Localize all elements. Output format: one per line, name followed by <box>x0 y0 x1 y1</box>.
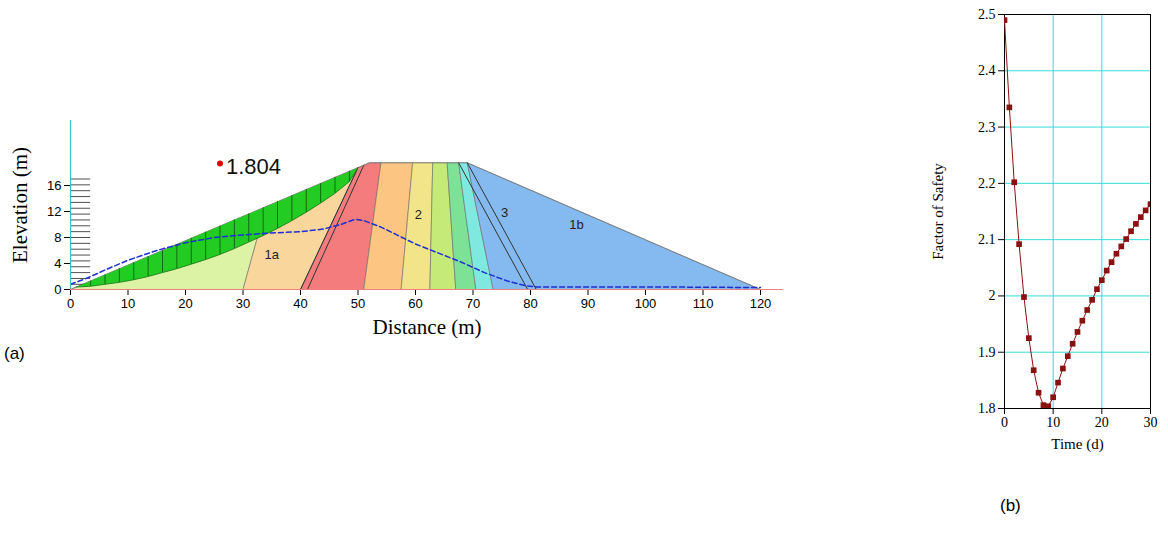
svg-text:Distance (m): Distance (m) <box>372 315 481 339</box>
svg-text:90: 90 <box>581 296 595 311</box>
svg-text:0: 0 <box>67 296 74 311</box>
svg-text:3: 3 <box>501 205 508 220</box>
svg-text:110: 110 <box>693 296 714 311</box>
svg-text:1.8: 1.8 <box>978 401 996 416</box>
html-text:(a): (a) <box>4 344 25 363</box>
svg-text:4: 4 <box>54 256 61 271</box>
svg-text:70: 70 <box>466 296 480 311</box>
svg-text:1b: 1b <box>569 217 583 232</box>
svg-text:2.3: 2.3 <box>978 120 996 135</box>
svg-text:8: 8 <box>54 230 61 245</box>
svg-text:2.2: 2.2 <box>978 176 996 191</box>
svg-text:0: 0 <box>54 282 61 297</box>
svg-text:Elevation (m): Elevation (m) <box>8 147 32 263</box>
svg-text:20: 20 <box>1095 415 1109 430</box>
svg-text:100: 100 <box>635 296 657 311</box>
svg-text:1.9: 1.9 <box>978 345 996 360</box>
svg-text:2: 2 <box>415 207 422 222</box>
svg-text:16: 16 <box>47 178 61 193</box>
svg-text:1a: 1a <box>265 247 280 262</box>
svg-text:2.1: 2.1 <box>978 232 996 247</box>
svg-text:20: 20 <box>178 296 192 311</box>
svg-text:2.4: 2.4 <box>978 63 996 78</box>
svg-text:120: 120 <box>750 296 772 311</box>
svg-text:30: 30 <box>1144 415 1158 430</box>
svg-text:30: 30 <box>236 296 250 311</box>
svg-text:10: 10 <box>1046 415 1060 430</box>
html-text:(b): (b) <box>1000 496 1021 515</box>
svg-text:10: 10 <box>121 296 135 311</box>
svg-text:12: 12 <box>47 204 61 219</box>
svg-text:0: 0 <box>1001 415 1008 430</box>
svg-text:80: 80 <box>523 296 537 311</box>
svg-text:1.804: 1.804 <box>226 154 281 179</box>
svg-text:2.5: 2.5 <box>978 7 996 22</box>
svg-text:50: 50 <box>351 296 365 311</box>
svg-text:60: 60 <box>408 296 422 311</box>
svg-text:Factor of Safety: Factor of Safety <box>930 163 946 260</box>
svg-text:2: 2 <box>989 288 996 303</box>
svg-text:Time (d): Time (d) <box>1051 436 1103 453</box>
svg-text:40: 40 <box>293 296 307 311</box>
